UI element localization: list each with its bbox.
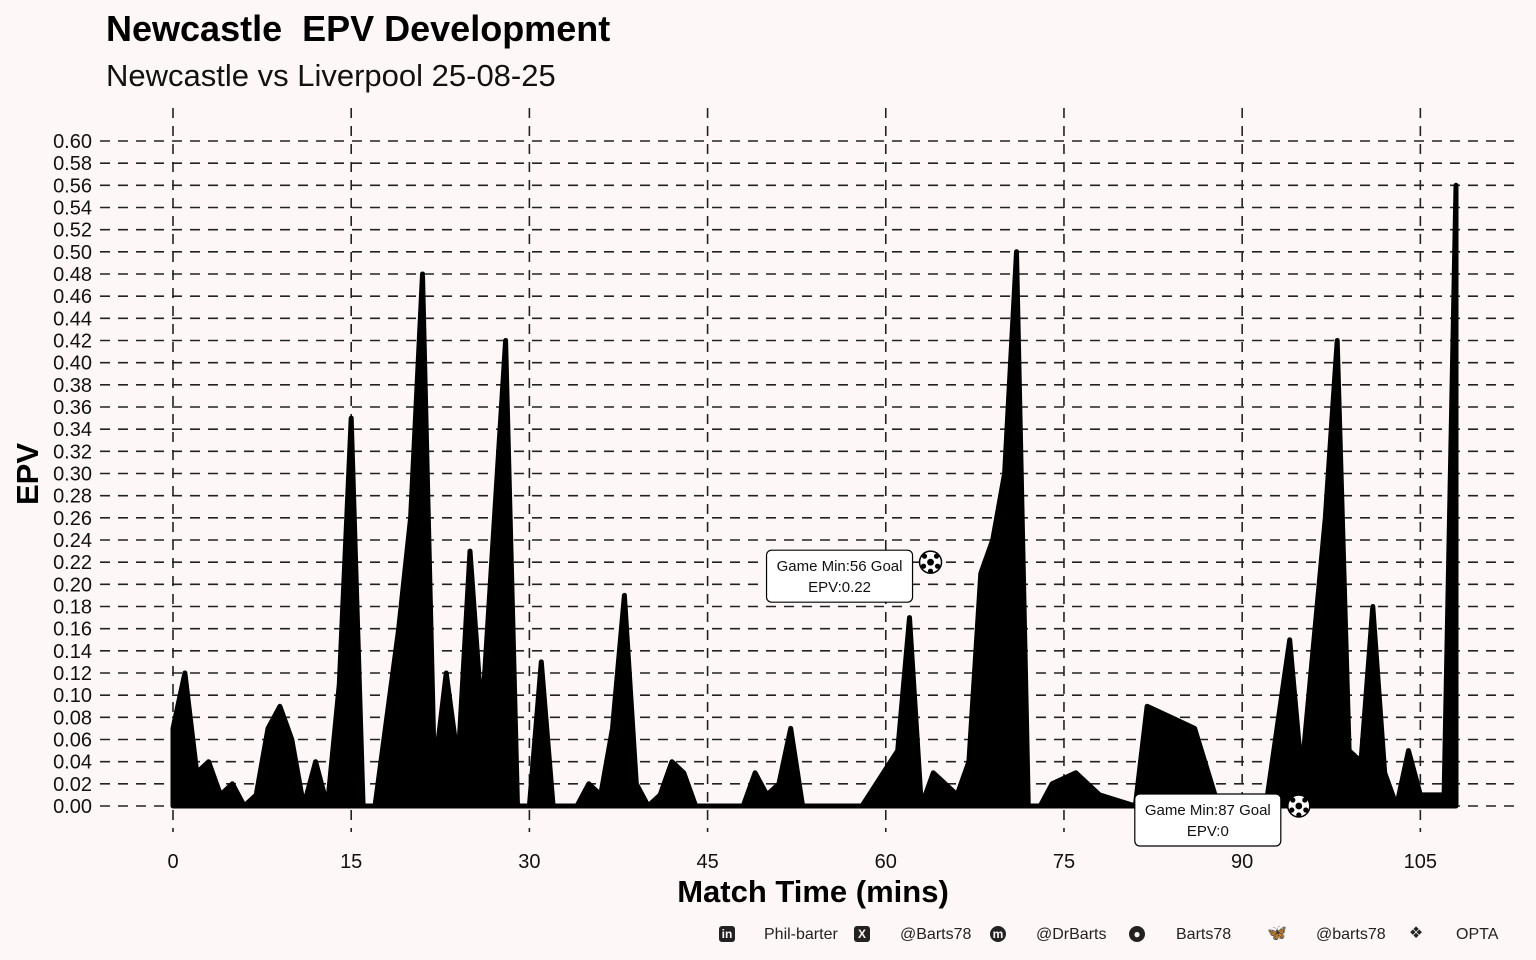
annotation-text-line2: EPV:0.22 bbox=[808, 579, 871, 596]
y-tick-label: 0.48 bbox=[53, 264, 92, 286]
dropbox-icon[interactable]: ❖ bbox=[1408, 925, 1424, 942]
footer-bluesky-label[interactable]: @barts78 bbox=[1316, 926, 1386, 943]
y-tick-label: 0.08 bbox=[53, 707, 92, 729]
footer-mastodon-label[interactable]: @DrBarts bbox=[1036, 926, 1107, 943]
y-tick-label: 0.44 bbox=[53, 308, 92, 330]
footer-linkedin-label[interactable]: Phil-barter bbox=[764, 926, 838, 943]
y-tick-label: 0.56 bbox=[53, 175, 92, 197]
y-tick-label: 0.04 bbox=[53, 752, 92, 774]
y-tick-label: 0.52 bbox=[53, 220, 92, 242]
x-tick-label: 75 bbox=[1053, 851, 1075, 873]
football-icon bbox=[918, 550, 943, 574]
y-tick-label: 0.30 bbox=[53, 464, 92, 486]
linkedin-icon[interactable]: in bbox=[719, 926, 735, 942]
football-icon bbox=[1287, 794, 1311, 818]
y-tick-label: 0.18 bbox=[53, 597, 92, 619]
goal-annotation: Game Min:56 Goal EPV:0.22 bbox=[765, 549, 943, 603]
github-icon[interactable]: ● bbox=[1129, 926, 1145, 942]
x-tick-label: 90 bbox=[1231, 851, 1253, 873]
y-tick-label: 0.58 bbox=[53, 153, 92, 175]
x-tick-label: 105 bbox=[1404, 851, 1437, 873]
y-tick-label: 0.10 bbox=[53, 685, 92, 707]
y-tick-label: 0.42 bbox=[53, 331, 92, 353]
y-axis-title: EPV bbox=[10, 443, 45, 505]
y-tick-label: 0.16 bbox=[53, 619, 92, 641]
footer-credits: in Phil-barter X @Barts78 m @DrBarts ● B… bbox=[0, 922, 1536, 950]
epv-area bbox=[170, 182, 1459, 809]
y-tick-label: 0.14 bbox=[53, 641, 92, 663]
annotation-text-line1: Game Min:56 Goal bbox=[777, 558, 903, 575]
x-tick-label: 0 bbox=[167, 851, 178, 873]
y-tick-label: 0.32 bbox=[53, 441, 92, 463]
x-icon[interactable]: X bbox=[854, 926, 870, 942]
footer-dropbox-label[interactable]: OPTA bbox=[1456, 926, 1499, 943]
goal-annotations: Game Min:56 Goal EPV:0.22 Game Min:87 Goal… bbox=[765, 549, 1311, 847]
y-tick-label: 0.60 bbox=[53, 131, 92, 153]
y-tick-label: 0.22 bbox=[53, 552, 92, 574]
epv-area-series bbox=[170, 182, 1459, 809]
goal-annotation: Game Min:87 Goal EPV:0 bbox=[1134, 793, 1311, 847]
y-tick-label: 0.26 bbox=[53, 508, 92, 530]
epv-chart: 0.000.020.040.060.080.100.120.140.160.18… bbox=[10, 108, 1520, 909]
x-tick-label: 60 bbox=[875, 851, 897, 873]
y-tick-label: 0.46 bbox=[53, 286, 92, 308]
mastodon-icon[interactable]: m bbox=[990, 926, 1006, 942]
y-tick-label: 0.54 bbox=[53, 198, 92, 220]
y-tick-label: 0.34 bbox=[53, 419, 92, 441]
annotation-text-line2: EPV:0 bbox=[1187, 823, 1229, 840]
y-tick-label: 0.00 bbox=[53, 796, 92, 818]
footer-github-label[interactable]: Barts78 bbox=[1176, 926, 1232, 943]
y-tick-label: 0.02 bbox=[53, 774, 92, 796]
y-tick-label: 0.36 bbox=[53, 397, 92, 419]
y-tick-label: 0.12 bbox=[53, 663, 92, 685]
x-tick-label: 30 bbox=[518, 851, 540, 873]
x-tick-labels: 0 15 30 45 60 75 90 105 bbox=[167, 851, 1437, 873]
y-tick-label: 0.38 bbox=[53, 375, 92, 397]
y-tick-labels: 0.000.020.040.060.080.100.120.140.160.18… bbox=[53, 131, 92, 818]
footer-x-label[interactable]: @Barts78 bbox=[900, 926, 972, 943]
x-tick-label: 45 bbox=[696, 851, 718, 873]
y-tick-label: 0.40 bbox=[53, 353, 92, 375]
y-tick-label: 0.50 bbox=[53, 242, 92, 264]
chart-title: Newcastle EPV Development bbox=[106, 8, 611, 49]
x-axis-title: Match Time (mins) bbox=[677, 874, 949, 909]
x-tick-label: 15 bbox=[340, 851, 362, 873]
annotation-label-box bbox=[765, 549, 914, 603]
y-tick-label: 0.24 bbox=[53, 530, 92, 552]
y-tick-label: 0.20 bbox=[53, 574, 92, 596]
annotation-label-box bbox=[1134, 793, 1282, 847]
y-tick-label: 0.28 bbox=[53, 486, 92, 508]
annotation-text-line1: Game Min:87 Goal bbox=[1145, 802, 1271, 819]
chart-subtitle: Newcastle vs Liverpool 25-08-25 bbox=[106, 58, 556, 93]
bluesky-icon[interactable]: 🦋 bbox=[1267, 925, 1287, 942]
y-tick-label: 0.06 bbox=[53, 730, 92, 752]
